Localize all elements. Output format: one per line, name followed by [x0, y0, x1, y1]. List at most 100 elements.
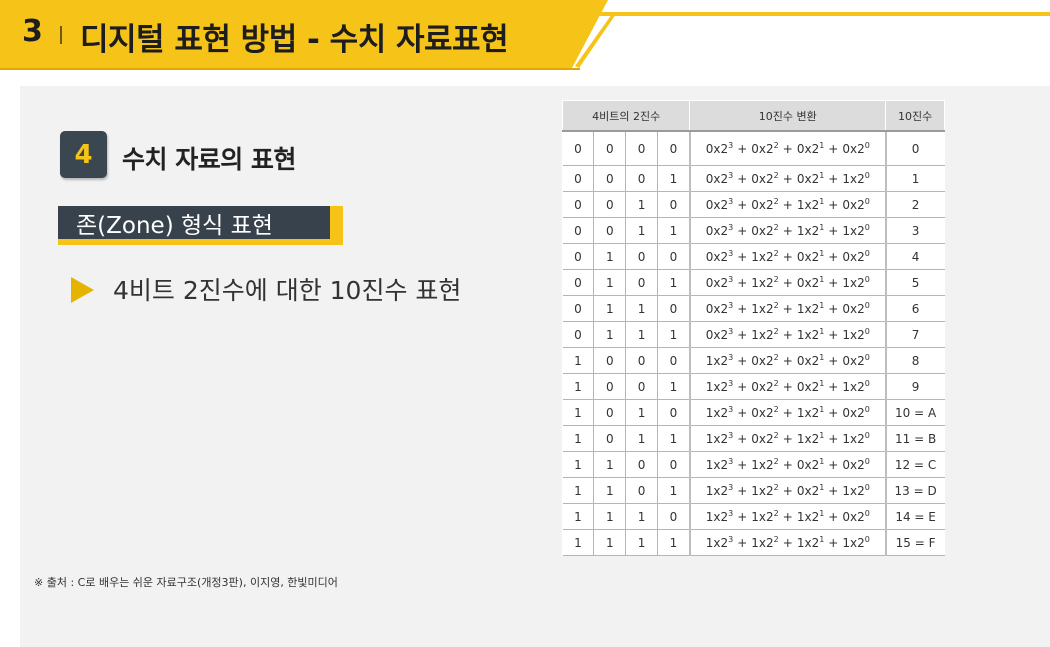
conversion-term: 0x22: [751, 430, 779, 446]
bit-cell: 0: [562, 243, 595, 270]
bit-cell: 0: [625, 131, 659, 166]
bit-cell: 0: [562, 191, 595, 218]
conversion-term: 0x23: [705, 170, 734, 186]
conversion-cell: 0x23 +0x22 +0x21 +0x20: [689, 131, 887, 166]
bit-cell: 1: [657, 165, 691, 192]
conversion-term: 0x22: [751, 170, 779, 186]
conversion-term: 1x22: [751, 456, 779, 472]
conversion-cell: 1x23 +1x22 +0x21 +1x20: [689, 477, 887, 504]
conversion-term: 0x20: [842, 248, 870, 264]
header-banner: 3 디지털 표현 방법 - 수치 자료표현: [0, 0, 1050, 75]
page-title: 디지털 표현 방법 - 수치 자료표현: [80, 22, 509, 58]
bit-cell: 0: [657, 451, 691, 478]
header-binary: 4비트의 2진수: [561, 100, 691, 132]
conversion-term: 1x21: [796, 222, 825, 238]
bit-cell: 0: [562, 131, 595, 166]
bit-cell: 1: [593, 269, 627, 296]
decimal-cell: 11 = B: [885, 425, 945, 452]
bit-cell: 0: [625, 451, 659, 478]
conversion-term: 1x23: [705, 378, 734, 394]
header-shape: [0, 0, 1050, 70]
conversion-term: 1x20: [842, 222, 870, 238]
decimal-cell: 12 = C: [885, 451, 945, 478]
table-row: 1 1 0 1 1x23 +1x22 +0x21 +1x20 13 = D: [562, 477, 945, 504]
conversion-term: 1x22: [751, 300, 779, 316]
conversion-term: 1x22: [751, 534, 779, 550]
conversion-cell: 0x23 +1x22 +0x21 +1x20: [689, 269, 887, 296]
decimal-cell: 8: [885, 347, 945, 374]
bit-cell: 1: [625, 321, 659, 348]
header-decimal: 10진수: [885, 100, 945, 132]
decimal-cell: 15 = F: [885, 529, 945, 556]
decimal-cell: 9: [885, 373, 945, 400]
conversion-term: 1x22: [751, 248, 779, 264]
table-row: 1 1 0 0 1x23 +1x22 +0x21 +0x20 12 = C: [562, 451, 945, 478]
triangle-right-icon: [71, 277, 94, 303]
conversion-term: 0x23: [705, 222, 734, 238]
conversion-term: 0x20: [842, 352, 870, 368]
bit-cell: 1: [657, 529, 691, 556]
conversion-cell: 1x23 +0x22 +0x21 +1x20: [689, 373, 887, 400]
bit-cell: 0: [593, 347, 627, 374]
conversion-term: 1x21: [796, 404, 825, 420]
conversion-term: 1x20: [842, 170, 870, 186]
conversion-cell: 0x23 +1x22 +0x21 +0x20: [689, 243, 887, 270]
table-row: 0 0 1 0 0x23 +0x22 +1x21 +0x20 2: [562, 191, 945, 218]
conversion-cell: 1x23 +0x22 +0x21 +0x20: [689, 347, 887, 374]
bit-cell: 1: [657, 425, 691, 452]
conversion-term: 0x22: [751, 404, 779, 420]
bit-cell: 0: [625, 243, 659, 270]
table-row: 0 1 0 0 0x23 +1x22 +0x21 +0x20 4: [562, 243, 945, 270]
conversion-cell: 0x23 +1x22 +1x21 +1x20: [689, 321, 887, 348]
conversion-term: 1x20: [842, 378, 870, 394]
conversion-cell: 0x23 +0x22 +1x21 +1x20: [689, 217, 887, 244]
bit-cell: 1: [657, 269, 691, 296]
conversion-cell: 0x23 +1x22 +1x21 +0x20: [689, 295, 887, 322]
table-row: 0 0 0 0 0x23 +0x22 +0x21 +0x20 0: [562, 131, 945, 166]
source-citation: ※ 출처 : C로 배우는 쉬운 자료구조(개정3판), 이지영, 한빛미디어: [34, 576, 338, 589]
bit-cell: 1: [562, 425, 595, 452]
bit-cell: 1: [562, 477, 595, 504]
bit-cell: 1: [593, 503, 627, 530]
conversion-term: 0x23: [705, 140, 734, 156]
decimal-cell: 6: [885, 295, 945, 322]
bit-cell: 1: [562, 373, 595, 400]
table-row: 1 0 0 0 1x23 +0x22 +0x21 +0x20 8: [562, 347, 945, 374]
table-row: 0 1 1 0 0x23 +1x22 +1x21 +0x20 6: [562, 295, 945, 322]
bit-cell: 0: [593, 191, 627, 218]
bit-cell: 0: [562, 269, 595, 296]
conversion-term: 0x22: [751, 378, 779, 394]
bit-cell: 0: [657, 295, 691, 322]
bit-cell: 0: [657, 243, 691, 270]
bit-cell: 1: [593, 321, 627, 348]
table-row: 1 0 1 0 1x23 +0x22 +1x21 +0x20 10 = A: [562, 399, 945, 426]
bit-cell: 1: [657, 373, 691, 400]
conversion-term: 1x20: [842, 534, 870, 550]
conversion-term: 0x23: [705, 196, 734, 212]
conversion-term: 1x20: [842, 326, 870, 342]
decimal-cell: 5: [885, 269, 945, 296]
bit-cell: 1: [625, 529, 659, 556]
conversion-term: 1x21: [796, 196, 825, 212]
conversion-term: 1x23: [705, 482, 734, 498]
conversion-cell: 1x23 +0x22 +1x21 +0x20: [689, 399, 887, 426]
bit-cell: 0: [593, 399, 627, 426]
bit-cell: 0: [625, 477, 659, 504]
conversion-term: 0x22: [751, 196, 779, 212]
binary-decimal-table: 4비트의 2진수 10진수 변환 10진수 0 0 0 0 0x23 +0x22 +0x21…: [561, 100, 945, 556]
conversion-term: 0x23: [705, 248, 734, 264]
header-divider: [60, 26, 62, 44]
bit-cell: 0: [625, 347, 659, 374]
bit-cell: 1: [625, 295, 659, 322]
conversion-term: 1x22: [751, 508, 779, 524]
conversion-term: 1x23: [705, 534, 734, 550]
table-row: 1 1 1 0 1x23 +1x22 +1x21 +0x20 14 = E: [562, 503, 945, 530]
conversion-term: 1x23: [705, 508, 734, 524]
bit-cell: 1: [625, 191, 659, 218]
conversion-term: 0x20: [842, 196, 870, 212]
decimal-cell: 10 = A: [885, 399, 945, 426]
chapter-number: 3: [22, 14, 43, 49]
bit-cell: 1: [593, 295, 627, 322]
conversion-term: 0x22: [751, 140, 779, 156]
bit-cell: 1: [562, 399, 595, 426]
